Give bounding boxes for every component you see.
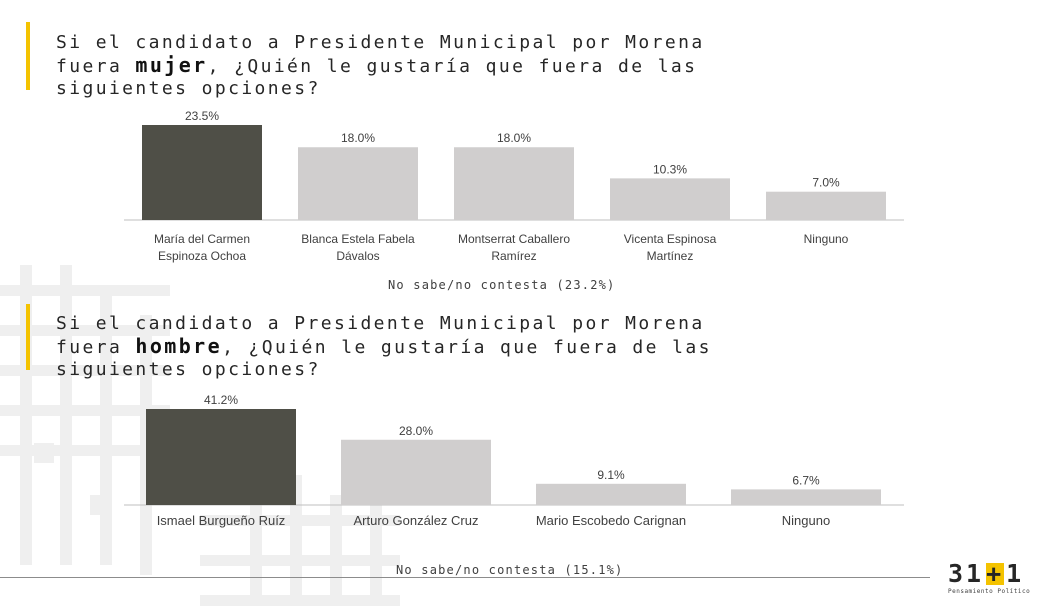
category-label: Montserrat Caballero Ramírez (458, 232, 570, 263)
bar (766, 191, 886, 220)
bar (731, 489, 881, 505)
no-answer-note-1: No sabe/no contesta (23.2%) (388, 278, 616, 292)
question-1-title: Si el candidato a Presidente Municipal p… (56, 32, 705, 99)
emphasis-word: hombre (135, 334, 223, 358)
bar (142, 125, 262, 220)
accent-bar (26, 304, 30, 370)
bar (454, 147, 574, 220)
data-label: 41.2% (204, 393, 238, 407)
category-label: Blanca Estela Fabela Dávalos (301, 232, 415, 263)
category-label: María del Carmen Espinoza Ochoa (154, 232, 250, 263)
emphasis-word: mujer (135, 53, 208, 77)
logo: 31+1 Pensamiento Político (948, 559, 1031, 596)
bar (610, 178, 730, 220)
category-label: Mario Escobedo Carignan (536, 513, 686, 528)
category-label: Arturo González Cruz (354, 513, 479, 528)
bar (146, 409, 296, 505)
data-label: 18.0% (497, 131, 531, 145)
footer-divider (0, 577, 930, 578)
data-label: 9.1% (597, 468, 625, 482)
accent-bar (26, 22, 30, 90)
category-label: Ninguno (782, 513, 830, 528)
bar-chart-men: 41.2% Ismael Burgueño Ruíz 28.0% Arturo Gon… (124, 393, 904, 528)
data-label: 28.0% (399, 424, 433, 438)
data-label: 10.3% (653, 162, 687, 176)
category-label: Vicenta Espinosa Martínez (624, 232, 717, 263)
data-label: 18.0% (341, 131, 375, 145)
bar (341, 439, 491, 505)
category-label: Ismael Burgueño Ruíz (157, 513, 286, 528)
bar (298, 147, 418, 220)
category-label: Ninguno (804, 232, 849, 246)
question-2-title: Si el candidato a Presidente Municipal p… (56, 313, 712, 380)
data-label: 7.0% (812, 176, 840, 190)
bar (536, 483, 686, 505)
data-label: 23.5% (185, 109, 219, 123)
no-answer-note-2: No sabe/no contesta (15.1%) (396, 563, 624, 577)
bar-chart-women: 23.5% María del Carmen Espinoza Ochoa 18.0%… (124, 109, 904, 263)
data-label: 6.7% (792, 473, 820, 487)
plus-icon: + (986, 559, 1005, 588)
